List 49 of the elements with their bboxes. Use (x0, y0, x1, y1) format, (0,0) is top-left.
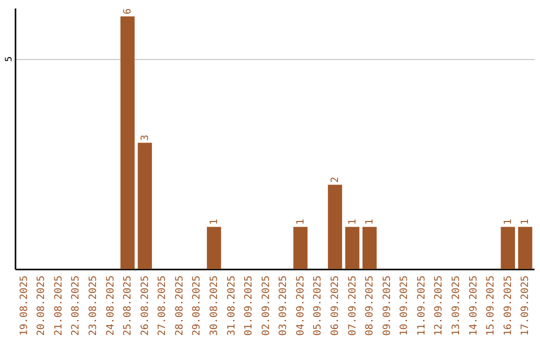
x-tick-label: 25.08.2025 (122, 276, 134, 336)
x-tick-label: 11.09.2025 (416, 276, 428, 336)
bar (362, 226, 377, 269)
x-tick-label: 05.09.2025 (312, 276, 324, 336)
x-tick-label: 04.09.2025 (295, 276, 306, 336)
x-tick-label: 17.09.2025 (520, 276, 532, 336)
x-tick-label: 08.09.2025 (364, 276, 376, 336)
x-tick-label: 22.08.2025 (70, 276, 82, 336)
bar (500, 226, 515, 269)
data-label: 2 (330, 176, 342, 183)
x-tick-label: 01.09.2025 (244, 276, 255, 336)
data-label: 1 (295, 218, 306, 225)
x-tick-label: 27.08.2025 (157, 276, 168, 336)
y-tick-label: 5 (4, 56, 14, 62)
data-label: 3 (140, 134, 151, 141)
data-label: 1 (347, 218, 358, 225)
x-tick-label: 26.08.2025 (140, 276, 151, 336)
bar (328, 184, 342, 269)
x-tick-label: 29.08.2025 (192, 276, 203, 336)
x-tick-label: 28.08.2025 (174, 276, 186, 336)
x-tick-label: 19.08.2025 (18, 276, 30, 336)
x-tick-label: 21.08.2025 (53, 276, 64, 336)
x-tick-label: 24.08.2025 (105, 276, 116, 336)
x-tick-label: 02.09.2025 (260, 276, 272, 336)
x-tick-label: 16.09.2025 (502, 276, 514, 336)
bar (120, 16, 135, 269)
x-tick-label: 20.08.2025 (36, 276, 48, 336)
x-tick-label: 07.09.2025 (347, 276, 358, 336)
x-tick-label: 09.09.2025 (382, 276, 393, 336)
x-tick-label: 31.08.2025 (226, 276, 238, 336)
bar (345, 226, 360, 269)
x-tick-label: 15.09.2025 (486, 276, 497, 336)
data-label: 6 (122, 8, 134, 14)
data-label: 1 (502, 218, 514, 225)
x-tick-label: 10.09.2025 (399, 276, 410, 336)
bar (293, 226, 308, 269)
bar (206, 226, 222, 269)
bar (518, 226, 532, 269)
x-tick-label: 03.09.2025 (278, 276, 290, 336)
x-tick-label: 14.09.2025 (468, 276, 480, 336)
x-tick-label: 06.09.2025 (330, 276, 342, 336)
x-tick-label: 30.08.2025 (208, 276, 220, 336)
data-label: 1 (520, 218, 532, 225)
x-tick-label: 13.09.2025 (451, 276, 462, 336)
data-label: 1 (364, 218, 376, 225)
data-label: 1 (208, 218, 220, 225)
x-tick-label: 23.08.2025 (88, 276, 99, 336)
x-tick-label: 12.09.2025 (434, 276, 445, 336)
bar (138, 142, 152, 269)
